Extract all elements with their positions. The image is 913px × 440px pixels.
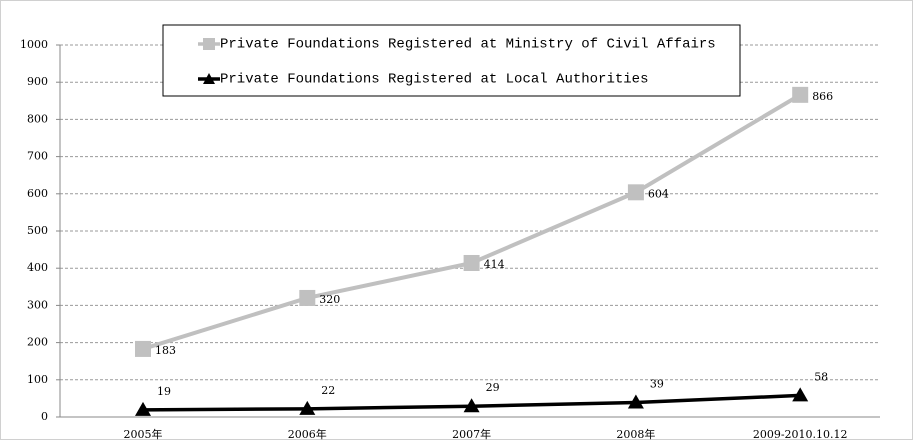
point [135,401,151,416]
x-tick-label: 2007年 [452,427,491,440]
x-tick-label: 2005年 [124,427,163,440]
y-tick-label: 400 [27,261,48,274]
data-label: 19 [157,385,171,398]
point [627,184,644,201]
y-tick-label: 600 [27,187,48,200]
data-label: 39 [650,377,664,390]
y-tick-label: 700 [27,150,48,163]
point [463,254,480,271]
y-tick-label: 500 [27,224,48,237]
data-label: 604 [648,187,669,200]
y-tick-label: 900 [27,75,48,88]
point [299,289,316,306]
series-line [142,93,802,351]
point [792,86,809,103]
x-tick-label: 2006年 [288,427,327,440]
point [463,398,480,413]
y-tick-label: 200 [27,336,48,349]
y-tick-label: 100 [27,373,48,386]
data-label: 58 [814,370,828,383]
data-label: 866 [812,90,833,103]
point [627,394,644,409]
legend-label: Private Foundations Registered at Minist… [220,37,716,53]
y-tick-label: 1000 [20,38,48,51]
data-label: 29 [486,381,500,394]
x-tick-label: 2008年 [616,427,655,440]
data-label: 183 [155,344,176,357]
legend-swatch [203,38,215,50]
data-label: 320 [319,293,340,306]
legend-swatch [203,73,215,84]
point [792,387,809,402]
point [135,340,151,357]
data-label: 22 [321,384,335,397]
legend-label: Private Foundations Registered at Local … [220,72,648,88]
data-label: 414 [484,258,505,271]
point [299,400,316,415]
y-tick-label: 300 [27,298,48,311]
y-tick-label: 800 [27,112,48,125]
legend-box [162,24,741,97]
y-tick-label: 0 [41,410,48,423]
x-tick-label: 2009-2010.10.12 [753,428,848,440]
